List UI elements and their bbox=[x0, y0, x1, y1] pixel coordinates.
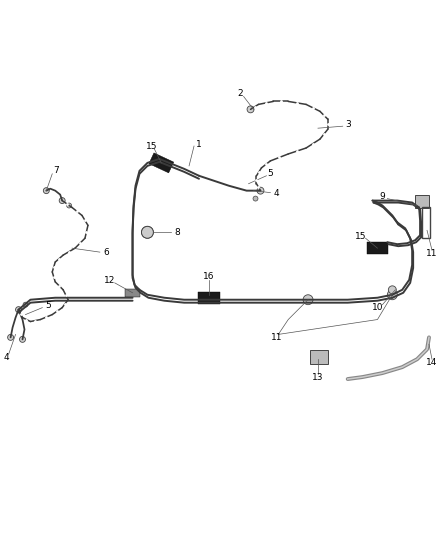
Text: 3: 3 bbox=[345, 120, 350, 129]
Circle shape bbox=[67, 203, 71, 208]
Bar bbox=[367, 242, 389, 254]
Text: 12: 12 bbox=[104, 277, 116, 285]
Circle shape bbox=[7, 334, 14, 341]
Text: 10: 10 bbox=[372, 303, 383, 312]
Circle shape bbox=[257, 187, 264, 194]
Text: 6: 6 bbox=[103, 248, 109, 256]
Circle shape bbox=[387, 290, 397, 300]
Text: 15: 15 bbox=[355, 232, 366, 241]
Bar bbox=[422, 206, 430, 238]
Text: 16: 16 bbox=[203, 272, 215, 281]
Bar bbox=[198, 292, 220, 304]
Circle shape bbox=[141, 227, 153, 238]
Circle shape bbox=[389, 286, 396, 294]
Bar bbox=[310, 350, 328, 364]
Text: 11: 11 bbox=[271, 333, 282, 342]
Circle shape bbox=[20, 336, 25, 342]
Circle shape bbox=[16, 306, 21, 312]
Text: 5: 5 bbox=[268, 169, 273, 179]
Text: 11: 11 bbox=[426, 248, 438, 257]
Text: 4: 4 bbox=[4, 353, 10, 362]
Text: 15: 15 bbox=[146, 142, 157, 150]
Text: 8: 8 bbox=[174, 228, 180, 237]
Circle shape bbox=[43, 188, 49, 193]
Circle shape bbox=[303, 295, 313, 305]
Text: 4: 4 bbox=[273, 189, 279, 198]
Text: 14: 14 bbox=[426, 358, 438, 367]
Circle shape bbox=[23, 302, 28, 307]
Text: 9: 9 bbox=[380, 192, 385, 201]
Circle shape bbox=[247, 106, 254, 113]
Text: 13: 13 bbox=[312, 373, 324, 382]
Circle shape bbox=[141, 227, 153, 238]
Circle shape bbox=[59, 198, 65, 204]
Text: 1: 1 bbox=[196, 140, 202, 149]
Text: 2: 2 bbox=[238, 89, 244, 98]
Text: 7: 7 bbox=[53, 166, 59, 175]
Bar bbox=[415, 195, 429, 208]
Circle shape bbox=[253, 196, 258, 201]
Text: 5: 5 bbox=[46, 301, 51, 310]
Bar bbox=[125, 289, 141, 297]
Bar bbox=[149, 153, 174, 173]
